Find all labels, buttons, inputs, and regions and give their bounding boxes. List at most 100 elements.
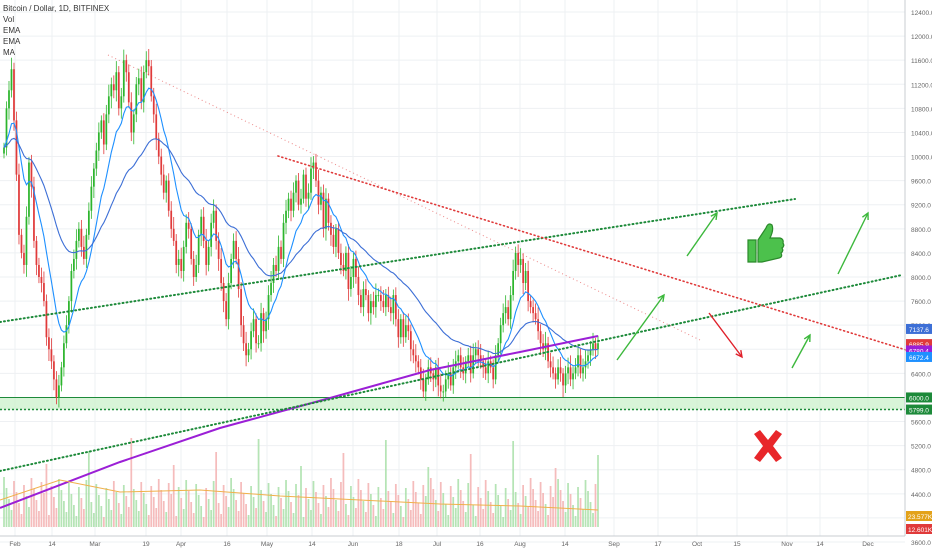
volume-bar: [157, 479, 160, 527]
candle-body: [467, 355, 470, 362]
candle-body: [340, 252, 342, 265]
volume-bar: [122, 485, 125, 527]
volume-bar: [464, 512, 467, 527]
candle-body: [58, 385, 60, 398]
volume-bar: [240, 482, 242, 527]
support-zone: [0, 396, 905, 411]
x-tick-label: 14: [308, 541, 316, 548]
volume-bar: [207, 499, 210, 527]
candle-body: [277, 246, 280, 271]
volume-bar: [564, 512, 567, 527]
volume-bar: [68, 483, 70, 527]
volume-bar: [367, 483, 370, 527]
volume-bar: [444, 504, 447, 527]
volume-bar: [55, 508, 58, 527]
candle-body: [285, 210, 287, 223]
volume-bar: [58, 479, 60, 527]
candle-body: [20, 234, 23, 253]
volume-bar: [217, 503, 220, 527]
volume-bar: [392, 513, 395, 527]
volume-bar: [142, 493, 145, 527]
volume-bar: [50, 486, 53, 527]
candle-body: [68, 301, 70, 326]
green-arrow-2-head: [710, 211, 718, 221]
price-label-bg: [906, 339, 932, 350]
candle-body: [43, 283, 45, 302]
volume-bar: [325, 496, 327, 527]
volume-bar: [315, 492, 317, 527]
candle-body: [559, 367, 562, 374]
price-label: 6672.4: [909, 355, 929, 362]
volume-bar: [379, 498, 382, 527]
volume-bar: [544, 504, 547, 527]
volume-bar: [407, 499, 410, 527]
candle-body: [187, 222, 190, 229]
volume-bar: [25, 496, 28, 527]
volume-bar: [87, 451, 90, 527]
candle-body: [155, 114, 158, 139]
candle-body: [290, 198, 292, 211]
candle-body: [157, 138, 160, 157]
volume-bar: [389, 502, 392, 527]
volume-bar: [537, 511, 539, 527]
candle-body: [517, 252, 520, 265]
candle-body: [150, 66, 153, 97]
candle-body: [107, 96, 110, 115]
candle-body: [35, 240, 38, 265]
candle-body: [205, 240, 208, 265]
candle-body: [297, 180, 300, 205]
volume-bar: [75, 516, 78, 527]
volume-bar: [137, 511, 140, 527]
candle-body: [135, 84, 138, 115]
candle-body: [63, 343, 65, 368]
volume-bar: [589, 502, 592, 527]
candle-body: [422, 379, 425, 392]
candle-body: [102, 120, 105, 145]
volume-bar: [175, 516, 178, 527]
volume-bar: [312, 481, 315, 527]
candle-body: [170, 210, 173, 229]
candle-body: [247, 349, 250, 356]
volume-bar: [265, 512, 267, 527]
candle-body: [389, 307, 392, 314]
volume-bar: [355, 508, 357, 527]
candle-body: [275, 264, 277, 271]
candle-body: [122, 60, 125, 97]
volume-bar: [594, 484, 597, 527]
volume-bar: [569, 494, 572, 527]
volume-bar: [63, 501, 65, 527]
volume-bar: [295, 484, 297, 527]
volume-bar: [145, 504, 148, 527]
candle-body: [267, 295, 270, 320]
candle-body: [357, 277, 360, 296]
candle-body: [142, 72, 145, 103]
volume-bar: [130, 438, 133, 527]
volume-bar: [320, 514, 322, 527]
price-label: 5799.0: [909, 408, 929, 415]
volume-bar: [232, 489, 235, 527]
volume-bar: [92, 513, 95, 527]
candle-body: [112, 84, 115, 91]
candle-body: [442, 391, 445, 393]
candle-body: [75, 240, 78, 259]
volume-bar: [60, 490, 63, 527]
candle-body: [280, 246, 282, 259]
volume-bar: [507, 499, 510, 527]
candle-body: [394, 295, 397, 320]
volume-bar: [220, 514, 223, 527]
ma200-line: [0, 335, 599, 509]
volume-bar: [447, 515, 450, 527]
volume-bar: [28, 507, 30, 527]
indicator-lines: [0, 87, 599, 511]
volume-bar: [90, 502, 93, 527]
x-tick-label: Jul: [433, 541, 442, 548]
candle-body: [192, 258, 195, 277]
volume-bar: [499, 506, 502, 527]
x-tick-label: Feb: [9, 541, 21, 548]
candle-body: [137, 78, 140, 85]
candle-body: [115, 72, 118, 91]
y-tick-label: 9200.0: [911, 203, 931, 210]
volume-label-bg: [906, 524, 932, 534]
candle-body: [10, 69, 13, 91]
candle-body: [439, 385, 442, 392]
